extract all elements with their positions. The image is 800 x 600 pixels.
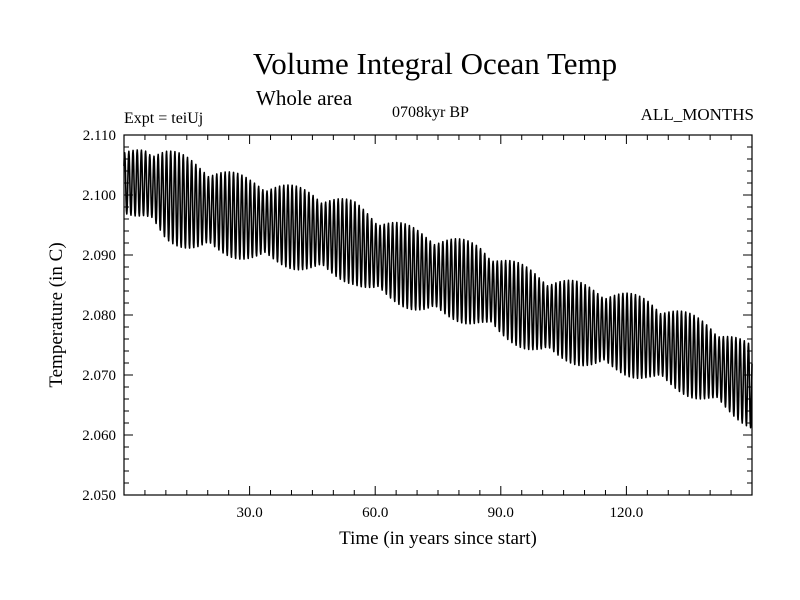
series-layer	[123, 149, 753, 429]
y-tick-label: 2.110	[83, 128, 116, 144]
y-tick-label: 2.100	[82, 188, 116, 204]
x-tick-label: 60.0	[362, 505, 388, 521]
y-tick-label: 2.070	[82, 368, 116, 384]
x-tick-label: 90.0	[488, 505, 514, 521]
y-axis-label: Temperature (in C)	[46, 242, 67, 387]
months-label: ALL_MONTHS	[640, 105, 754, 124]
x-tick-label: 30.0	[236, 505, 262, 521]
y-tick-label: 2.060	[82, 428, 116, 444]
y-tick-label: 2.090	[82, 248, 116, 264]
axis-tick-labels: 30.0 60.0 90.0 120.0 2.050 2.060 2.070 2.080 2.0…	[82, 128, 643, 521]
temperature-series-line	[123, 149, 753, 429]
x-axis-label: Time (in years since start)	[339, 528, 537, 549]
y-tick-label: 2.080	[82, 308, 116, 324]
period-label: 0708kyr BP	[392, 104, 469, 121]
plot-frame	[123, 134, 753, 496]
y-tick-label: 2.050	[82, 488, 116, 504]
chart-title: Volume Integral Ocean Temp	[252, 46, 618, 81]
x-tick-label: 120.0	[610, 505, 644, 521]
chart-subtitle: Whole area	[256, 86, 353, 110]
experiment-label: Expt = teiUj	[124, 110, 204, 127]
axis-ticks	[124, 135, 752, 495]
